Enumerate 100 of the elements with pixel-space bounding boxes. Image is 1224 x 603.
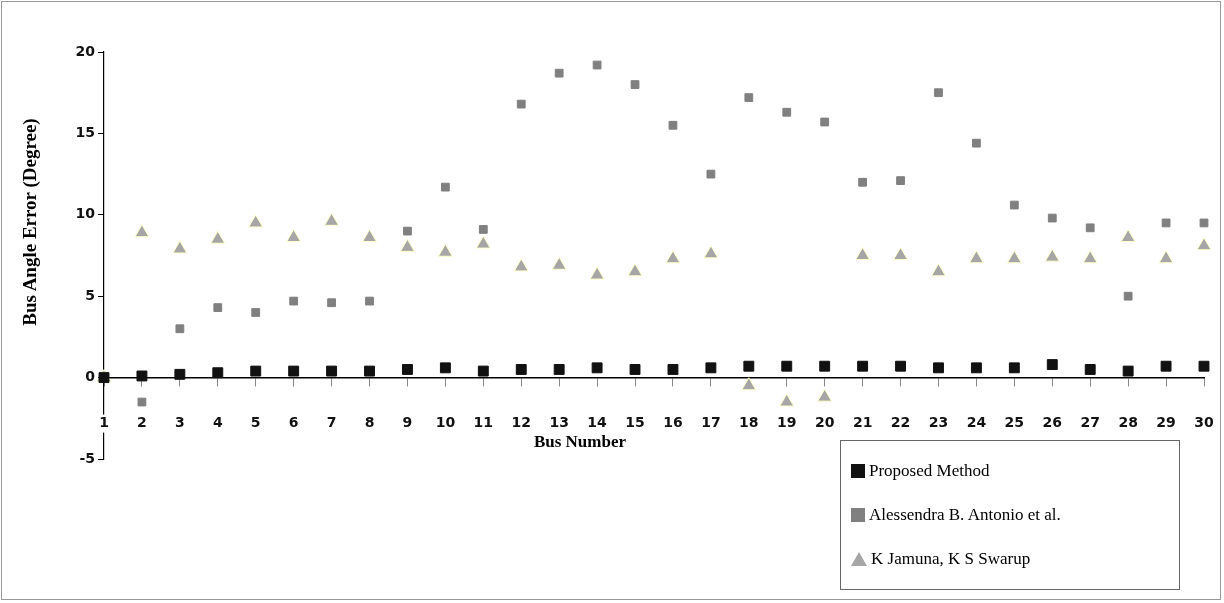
point [136, 370, 148, 382]
point [437, 243, 453, 257]
point [782, 107, 792, 117]
point [970, 362, 982, 374]
x-axis-title: Bus Number [532, 432, 628, 452]
point [706, 169, 716, 179]
point [667, 364, 679, 375]
point [627, 263, 643, 277]
point [893, 247, 908, 260]
x-tick-label: 28 [1118, 414, 1138, 431]
x-tick-label: 25 [1004, 414, 1025, 431]
point [210, 230, 226, 244]
point [592, 60, 602, 70]
point [212, 367, 224, 379]
x-tick-label: 24 [966, 414, 987, 431]
x-tick-label: 21 [852, 414, 873, 431]
point [286, 229, 302, 243]
point [551, 256, 567, 270]
legend-label: Proposed Method [869, 461, 990, 481]
point [1122, 365, 1134, 377]
point [175, 324, 185, 334]
point [1046, 359, 1058, 371]
x-tick-label: 7 [326, 414, 337, 431]
point [172, 240, 188, 254]
point [855, 247, 871, 260]
x-tick-label: 6 [288, 414, 299, 431]
point [1047, 213, 1057, 223]
x-tick-label: 4 [212, 414, 223, 431]
point [741, 377, 757, 391]
y-tick-label: -5 [79, 449, 95, 466]
point [743, 360, 755, 372]
y-tick-label: 20 [75, 42, 96, 59]
point [137, 397, 147, 407]
x-tick-label: 26 [1042, 414, 1063, 431]
point [248, 214, 264, 228]
point [1084, 364, 1096, 375]
point [1006, 250, 1022, 264]
point [968, 250, 984, 264]
point [591, 362, 603, 374]
point [895, 360, 906, 372]
point [820, 117, 830, 127]
point [1008, 362, 1020, 374]
point [134, 224, 150, 238]
x-tick-label: 18 [739, 414, 759, 431]
y-tick-label: 15 [75, 124, 95, 141]
point [1120, 229, 1136, 243]
x-tick-label: 1 [99, 414, 109, 431]
x-tick-label: 10 [435, 414, 456, 431]
point [1009, 200, 1019, 210]
point [326, 365, 338, 377]
y-tick-label: 0 [85, 368, 96, 385]
point [365, 296, 374, 306]
x-tick-label: 27 [1080, 414, 1100, 431]
point [1199, 218, 1209, 228]
point [327, 298, 336, 308]
x-tick-label: 16 [663, 414, 683, 431]
point [668, 120, 678, 130]
x-tick-label: 9 [402, 414, 413, 431]
point [288, 365, 300, 377]
point [400, 238, 415, 252]
point [819, 360, 831, 372]
point [213, 303, 223, 312]
point [478, 225, 488, 234]
point [251, 308, 261, 317]
x-tick-label: 15 [625, 414, 645, 431]
x-tick-label: 8 [364, 414, 375, 431]
y-tick-label: 10 [75, 205, 96, 222]
point [896, 176, 905, 185]
point [1044, 248, 1060, 262]
point [440, 182, 450, 192]
x-tick-label: 23 [928, 414, 949, 431]
point [1198, 360, 1210, 372]
point [934, 88, 943, 98]
point [174, 368, 186, 380]
x-tick-label: 20 [814, 414, 835, 431]
point [515, 364, 527, 375]
point [516, 99, 526, 109]
point [324, 212, 340, 226]
x-tick-label: 12 [511, 414, 531, 431]
x-tick-label: 14 [587, 414, 608, 431]
x-tick-label: 5 [250, 414, 261, 431]
point [1123, 291, 1133, 301]
point [402, 364, 413, 375]
point [705, 362, 717, 374]
point [858, 177, 868, 187]
x-tick-label: 3 [174, 414, 185, 431]
y-tick-label: 5 [85, 286, 95, 303]
point [475, 235, 491, 249]
x-tick-label: 11 [473, 414, 494, 431]
point [439, 362, 451, 374]
y-axis-title: Bus Angle Error (Degree) [19, 118, 41, 326]
point [703, 245, 719, 259]
point [513, 258, 529, 272]
point [1082, 250, 1098, 264]
x-tick-label: 2 [137, 414, 147, 431]
point [781, 360, 793, 372]
point [665, 250, 681, 264]
x-tick-label: 13 [549, 414, 569, 431]
point [857, 360, 869, 372]
point [362, 229, 377, 243]
